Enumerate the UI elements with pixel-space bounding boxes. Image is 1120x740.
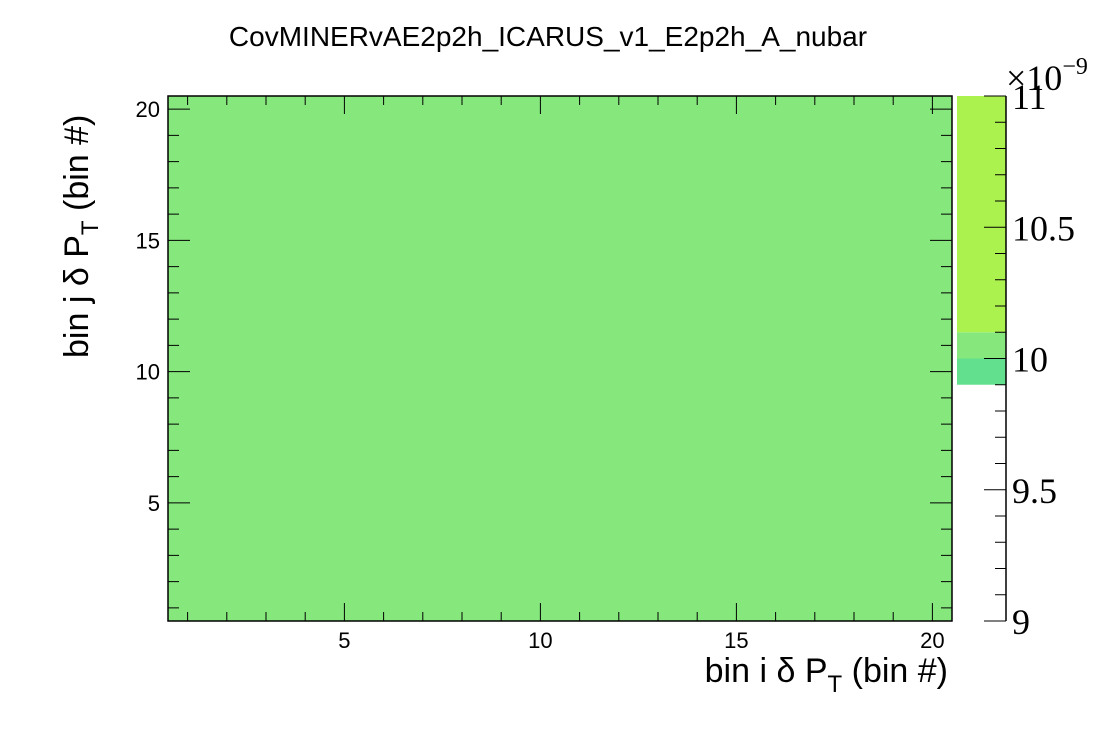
- z-tick-label: 9: [1012, 602, 1030, 642]
- z-tick-label: 10: [1012, 340, 1048, 380]
- y-tick-label: 15: [136, 228, 160, 253]
- color-scale-ticks: 9 9.5 10 10.5 11: [984, 77, 1075, 642]
- x-axis-ticks: 5 10 15 20: [187, 96, 945, 653]
- color-scale-band: [957, 332, 1006, 359]
- plot-frame: [167, 95, 953, 622]
- z-tick-label: 9.5: [1012, 471, 1057, 511]
- color-scale-exponent: ×10−9: [1006, 54, 1088, 98]
- y-tick-label: 5: [148, 491, 160, 516]
- y-axis-title: bin j δ PT (bin #): [58, 115, 104, 358]
- y-axis-ticks: 5 10 15 20: [136, 97, 952, 609]
- z-tick-label: 10.5: [1012, 208, 1075, 248]
- x-tick-label: 10: [528, 628, 552, 653]
- x-axis-title: bin i δ PT (bin #): [705, 652, 948, 698]
- x-tick-label: 20: [920, 628, 944, 653]
- z-tick-label: 11: [1012, 77, 1047, 117]
- y-tick-label: 20: [136, 97, 160, 122]
- x-tick-label: 15: [724, 628, 748, 653]
- y-tick-label: 10: [136, 360, 160, 385]
- color-scale: [957, 96, 1006, 385]
- color-scale-band: [957, 358, 1006, 385]
- heatmap-cells: [168, 96, 952, 621]
- chart-title: CovMINERvAE2p2h_ICARUS_v1_E2p2h_A_nubar: [229, 21, 867, 52]
- x-tick-label: 5: [338, 628, 350, 653]
- color-scale-band: [957, 96, 1006, 333]
